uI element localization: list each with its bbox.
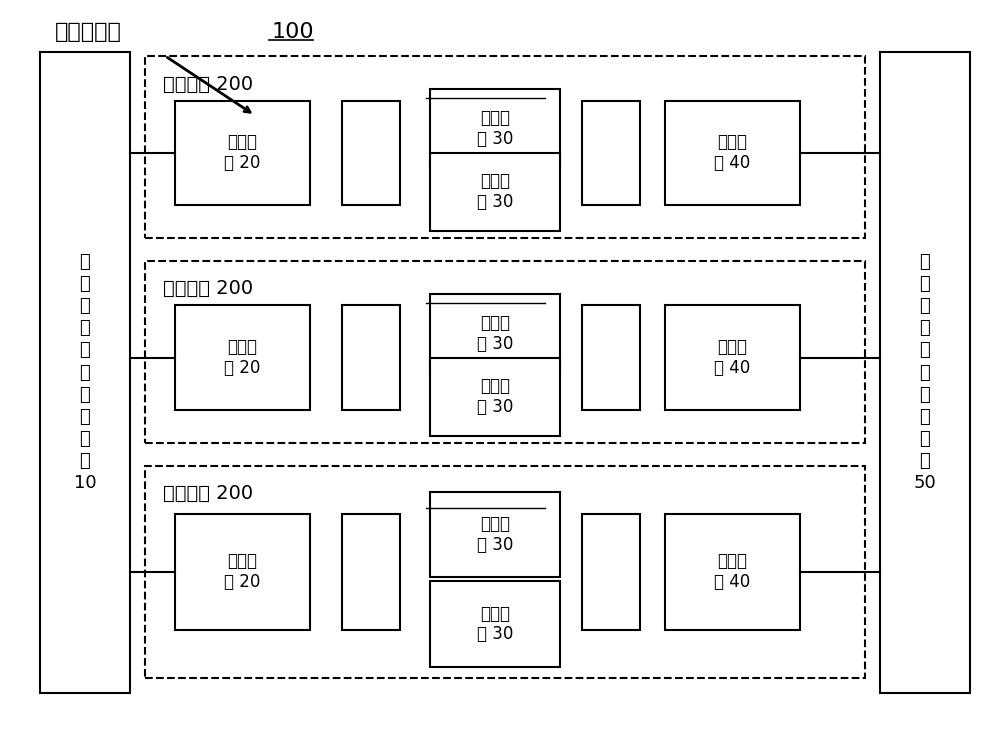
Bar <box>145 56 865 238</box>
Text: 存储设
备 30: 存储设 备 30 <box>477 604 513 644</box>
Bar <box>880 52 970 693</box>
Bar <box>665 514 800 630</box>
Text: 存储设
备 30: 存储设 备 30 <box>477 515 513 554</box>
Text: 存储设
备 30: 存储设 备 30 <box>477 314 513 353</box>
Bar <box>430 153 560 231</box>
Text: 评估设
备 40: 评估设 备 40 <box>714 552 751 592</box>
Bar <box>430 89 560 168</box>
Text: 选择设
备 20: 选择设 备 20 <box>224 338 261 377</box>
Text: 存储设
备 30: 存储设 备 30 <box>477 377 513 416</box>
Bar <box>430 492 560 577</box>
Text: 检
测
结
果
信
号
产
生
设
备
50: 检 测 结 果 信 号 产 生 设 备 50 <box>914 253 936 492</box>
Text: 检测单元 200: 检测单元 200 <box>163 74 253 94</box>
Text: 故障检测器: 故障检测器 <box>55 22 122 42</box>
Bar <box>175 514 310 630</box>
Bar <box>582 305 640 410</box>
Bar <box>665 305 800 410</box>
Text: 评估设
备 40: 评估设 备 40 <box>714 133 751 172</box>
Text: 检测单元 200: 检测单元 200 <box>163 279 253 299</box>
Bar <box>430 358 560 436</box>
Bar <box>145 261 865 443</box>
Bar <box>145 466 865 678</box>
Text: 选择设
备 20: 选择设 备 20 <box>224 133 261 172</box>
Text: 选择设
备 20: 选择设 备 20 <box>224 552 261 592</box>
Bar <box>40 52 130 693</box>
Text: 存储设
备 30: 存储设 备 30 <box>477 172 513 212</box>
Bar <box>582 101 640 205</box>
Bar <box>342 514 400 630</box>
Bar <box>430 581 560 667</box>
Text: 评估设
备 40: 评估设 备 40 <box>714 338 751 377</box>
Bar <box>342 101 400 205</box>
Text: 随
机
数
产
生
及
发
送
设
备
10: 随 机 数 产 生 及 发 送 设 备 10 <box>74 253 96 492</box>
Bar <box>175 101 310 205</box>
Bar <box>175 305 310 410</box>
Bar <box>665 101 800 205</box>
Text: 检测单元 200: 检测单元 200 <box>163 484 253 504</box>
Text: 100: 100 <box>272 22 315 42</box>
Bar <box>430 294 560 372</box>
Text: 存储设
备 30: 存储设 备 30 <box>477 109 513 148</box>
Bar <box>342 305 400 410</box>
Bar <box>582 514 640 630</box>
